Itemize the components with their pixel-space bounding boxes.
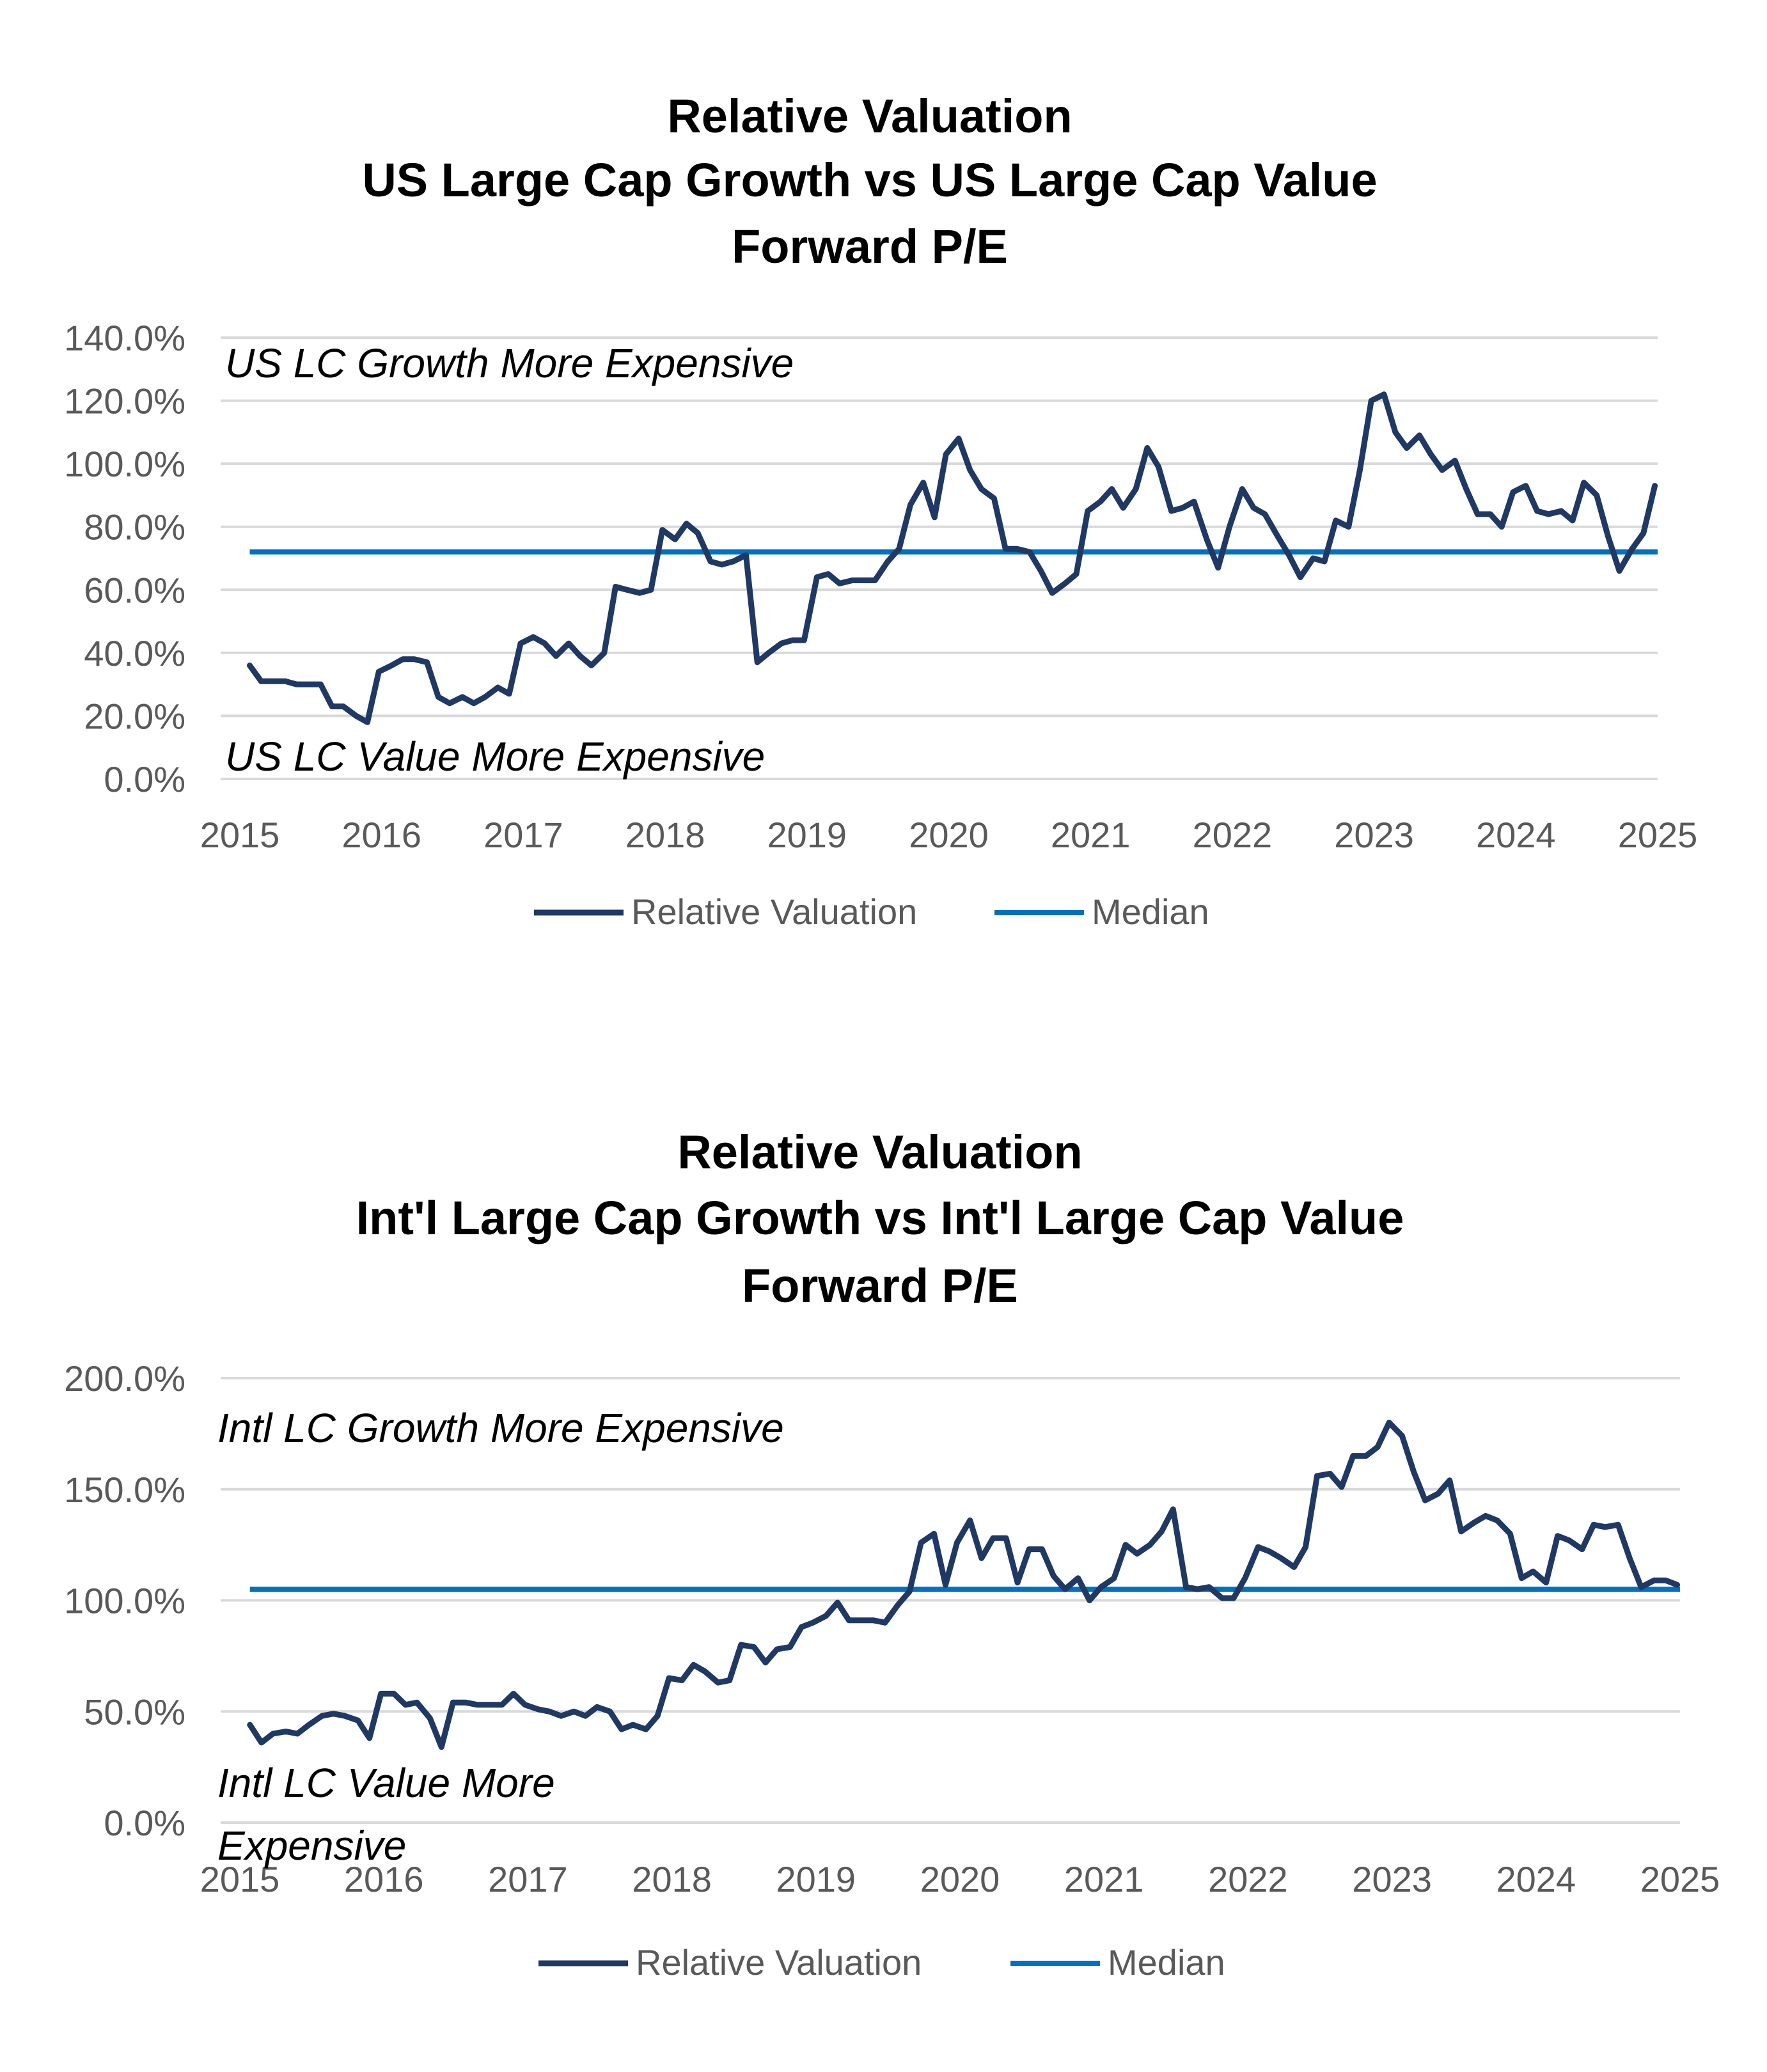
legend-label-median: Median — [1092, 891, 1209, 932]
y-tick-label: 200.0% — [64, 1358, 185, 1399]
chart-title-line-2: Int'l Large Cap Growth vs Int'l Large Ca… — [356, 1191, 1404, 1244]
x-tick-label: 2015 — [200, 1859, 280, 1899]
x-tick-label: 2017 — [483, 815, 563, 855]
y-tick-label: 50.0% — [84, 1691, 185, 1732]
y-tick-label: 0.0% — [104, 759, 185, 799]
chart-title-line-2: US Large Cap Growth vs US Large Cap Valu… — [362, 153, 1377, 207]
relative-valuation-line — [247, 391, 1658, 725]
chart-title-line-1: Relative Valuation — [677, 1126, 1082, 1179]
chart-title-line-3: Forward P/E — [732, 220, 1008, 273]
x-tick-label: 2019 — [767, 815, 847, 855]
x-tick-label: 2024 — [1496, 1859, 1576, 1899]
x-tick-label: 2020 — [920, 1859, 1000, 1899]
y-tick-label: 20.0% — [84, 696, 185, 736]
x-tick-label: 2018 — [632, 1859, 712, 1899]
y-tick-label: 0.0% — [104, 1803, 185, 1843]
y-tick-label: 120.0% — [64, 381, 185, 421]
x-tick-label: 2022 — [1193, 815, 1273, 855]
annotation-bottom-line-2: Expensive — [217, 1823, 406, 1869]
y-tick-label: 150.0% — [64, 1470, 185, 1510]
relative-valuation-line — [247, 1420, 1680, 1750]
legend-label-median: Median — [1108, 1942, 1225, 1982]
x-tick-label: 2023 — [1334, 815, 1414, 855]
legend-label-relative-valuation: Relative Valuation — [631, 891, 917, 932]
legend: Relative Valuation Median — [534, 891, 1209, 932]
x-tick-label: 2019 — [776, 1859, 856, 1899]
x-tick-label: 2015 — [200, 815, 280, 855]
chart-panel-2: Relative Valuation Int'l Large Cap Growth… — [64, 1126, 1720, 1982]
x-tick-label: 2025 — [1618, 815, 1698, 855]
x-tick-label: 2016 — [342, 815, 421, 855]
x-tick-label: 2024 — [1476, 815, 1556, 855]
annotation-bottom: US LC Value More Expensive — [225, 734, 765, 780]
legend: Relative Valuation Median — [538, 1942, 1225, 1982]
x-tick-label: 2023 — [1352, 1859, 1432, 1899]
x-tick-label: 2018 — [625, 815, 705, 855]
x-tick-label: 2021 — [1064, 1859, 1144, 1899]
x-tick-label: 2022 — [1208, 1859, 1288, 1899]
annotation-bottom-line-1: Intl LC Value More — [217, 1760, 555, 1806]
x-tick-label: 2025 — [1640, 1859, 1720, 1899]
annotation-top: Intl LC Growth More Expensive — [217, 1405, 784, 1451]
x-tick-label: 2020 — [909, 815, 989, 855]
chart-title-line-3: Forward P/E — [742, 1259, 1018, 1312]
annotation-top: US LC Growth More Expensive — [225, 340, 794, 386]
x-tick-label: 2017 — [488, 1859, 568, 1899]
y-tick-label: 40.0% — [84, 633, 185, 673]
legend-label-relative-valuation: Relative Valuation — [636, 1942, 922, 1982]
y-tick-label: 60.0% — [84, 570, 185, 610]
y-tick-label: 80.0% — [84, 507, 185, 547]
y-tick-label: 100.0% — [64, 444, 185, 484]
y-tick-label: 140.0% — [64, 318, 185, 358]
chart-title-line-1: Relative Valuation — [667, 90, 1072, 143]
chart-panel-1: Relative Valuation US Large Cap Growth vs… — [64, 90, 1697, 932]
x-tick-label: 2016 — [344, 1859, 424, 1899]
annotation-bottom: Intl LC Value More Expensive — [217, 1760, 555, 1869]
x-tick-label: 2021 — [1051, 815, 1131, 855]
y-tick-label: 100.0% — [64, 1581, 185, 1621]
